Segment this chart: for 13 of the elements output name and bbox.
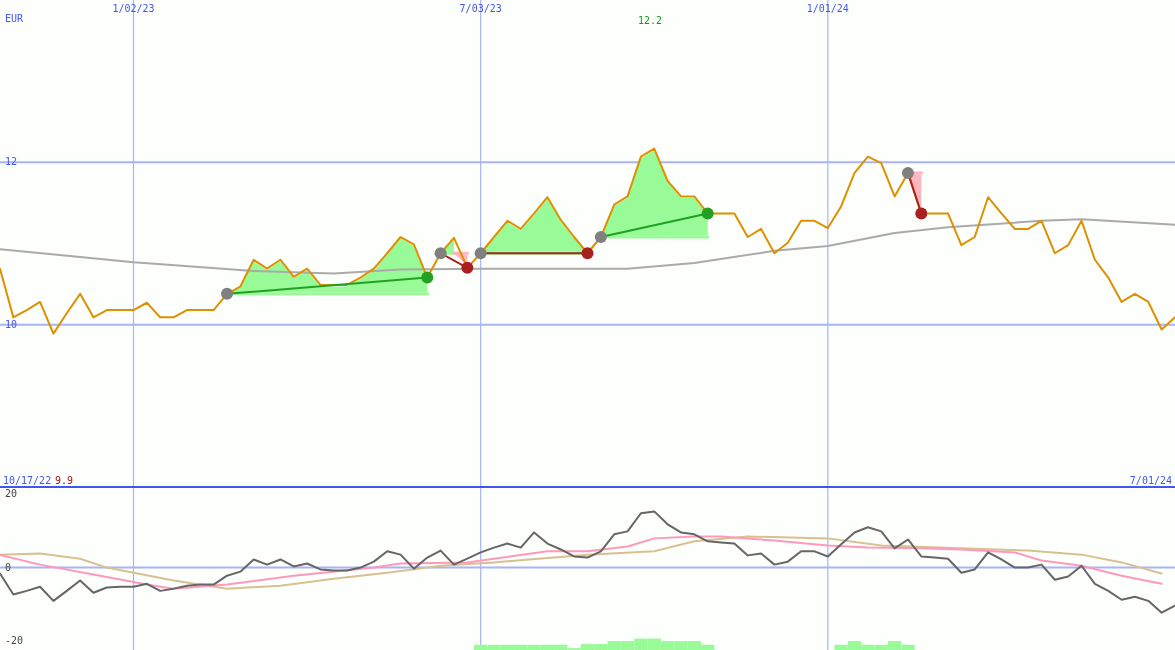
annotation: 12.2 (637, 15, 663, 26)
x-tick-label: 1/01/24 (806, 3, 849, 14)
y-axis-title: EUR (5, 13, 25, 24)
y-tick-label: -20 (5, 635, 24, 647)
annotation: 10/17/22 (3, 475, 52, 486)
y-tick-label: 10 (5, 318, 18, 330)
y-tick-label: 20 (5, 487, 18, 499)
x-tick-label: 1/02/23 (112, 3, 155, 14)
annotation: 7/01/24 (1129, 475, 1172, 486)
annotation: 9.9 (55, 475, 74, 486)
x-tick-label: 7/03/23 (459, 3, 502, 14)
y-tick-label: 12 (5, 156, 18, 168)
y-tick-label: 0 (5, 561, 12, 573)
